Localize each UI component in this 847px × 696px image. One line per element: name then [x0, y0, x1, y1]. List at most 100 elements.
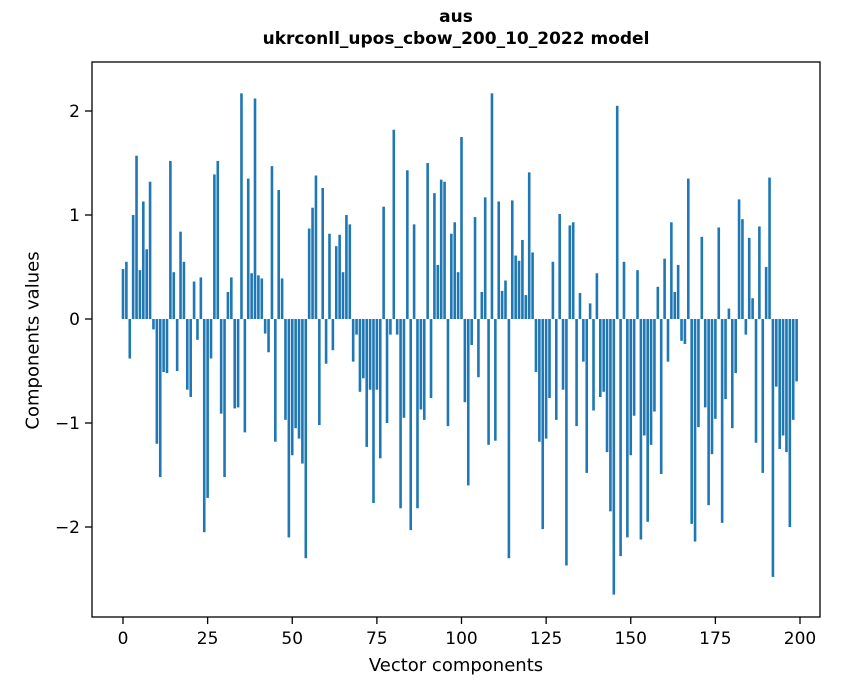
bar-component-170: [697, 319, 700, 428]
bar-component-73: [368, 319, 372, 390]
bar-component-65: [341, 272, 345, 319]
bar-component-23: [199, 277, 203, 319]
y-axis-label: Components values: [22, 251, 44, 430]
bar-component-66: [345, 215, 348, 319]
bar-component-190: [764, 267, 768, 319]
x-tick-label: 75: [366, 629, 388, 649]
bar-component-81: [395, 319, 399, 335]
y-tick-label: −1: [55, 414, 80, 434]
axes-frame: [91, 61, 821, 618]
bar-component-40: [257, 275, 260, 319]
bar-component-10: [155, 319, 159, 444]
bar-component-26: [209, 319, 213, 359]
bar-component-50: [290, 319, 294, 456]
bar-component-55: [307, 228, 311, 319]
bar-component-72: [365, 319, 369, 447]
bar-component-176: [717, 227, 721, 319]
bar-component-92: [433, 193, 436, 319]
bar-component-17: [179, 231, 182, 319]
bar-component-69: [355, 319, 358, 335]
bar-component-16: [175, 319, 179, 371]
bar-component-163: [673, 291, 677, 319]
bar-component-57: [314, 175, 318, 319]
bar-component-94: [439, 179, 443, 319]
x-tick-label: 50: [281, 629, 303, 649]
bar-component-53: [301, 319, 304, 464]
x-tick-label: 125: [530, 629, 562, 649]
bar-component-59: [321, 187, 325, 319]
bar-component-93: [436, 264, 440, 319]
bar-component-3: [131, 215, 135, 319]
bar-component-71: [362, 319, 365, 379]
bar-component-154: [642, 319, 646, 436]
bar-component-147: [619, 319, 622, 557]
bar-component-148: [622, 261, 626, 319]
bar-component-182: [737, 199, 741, 319]
bar-component-145: [612, 319, 616, 595]
bar-component-29: [219, 319, 223, 414]
bar-component-165: [680, 319, 683, 341]
bar-component-186: [751, 298, 754, 319]
bar-component-86: [412, 224, 416, 319]
bar-component-188: [758, 226, 761, 319]
bar-component-31: [226, 291, 230, 319]
bar-component-172: [703, 319, 707, 408]
bar-component-151: [632, 319, 636, 416]
bar-component-27: [213, 174, 216, 319]
bar-component-133: [571, 222, 575, 319]
bar-component-75: [375, 319, 379, 390]
bar-component-142: [602, 319, 605, 392]
bar-component-42: [263, 319, 267, 334]
bar-component-192: [771, 319, 775, 577]
x-axis-label: Vector components: [368, 655, 544, 676]
bar-component-18: [182, 261, 186, 319]
bar-component-197: [788, 319, 792, 527]
bar-component-48: [284, 319, 287, 420]
bar-component-91: [429, 319, 433, 399]
bar-component-84: [406, 170, 409, 319]
bar-component-180: [731, 319, 734, 429]
bar-component-181: [734, 319, 737, 374]
bar-component-120: [527, 172, 531, 319]
bar-component-104: [473, 217, 477, 319]
bar-component-169: [693, 319, 697, 542]
bar-component-24: [202, 319, 206, 533]
bar-component-146: [615, 105, 619, 319]
bar-component-64: [338, 234, 341, 319]
bar-component-191: [768, 177, 771, 319]
bar-component-168: [690, 319, 693, 524]
bar-component-122: [534, 319, 538, 373]
bar-component-108: [487, 319, 490, 445]
bar-component-5: [138, 270, 142, 319]
bar-component-139: [592, 319, 595, 411]
bar-component-140: [595, 273, 599, 319]
bar-component-164: [676, 264, 680, 319]
bar-component-1: [125, 261, 128, 319]
bar-component-44: [270, 166, 274, 319]
bar-component-150: [629, 319, 633, 456]
bar-component-97: [450, 233, 453, 319]
bar-component-106: [480, 291, 484, 319]
bar-component-9: [152, 319, 155, 330]
bar-component-143: [605, 319, 609, 453]
bar-component-15: [172, 272, 176, 319]
bar-component-144: [609, 319, 612, 512]
bar-component-58: [318, 319, 321, 426]
bar-component-6: [142, 201, 145, 319]
bar-component-36: [243, 319, 247, 433]
bar-component-82: [399, 319, 402, 509]
bar-component-56: [311, 207, 314, 319]
bar-component-187: [754, 319, 758, 443]
bar-component-178: [724, 319, 727, 400]
bar-component-177: [720, 319, 724, 523]
bar-component-198: [791, 319, 795, 420]
y-tick-label: 0: [69, 310, 80, 330]
bar-component-111: [497, 201, 501, 319]
bar-component-39: [253, 98, 257, 320]
bar-component-114: [507, 319, 511, 559]
bar-component-12: [162, 319, 165, 373]
bar-component-118: [521, 239, 524, 319]
bar-component-19: [186, 319, 189, 390]
bar-component-173: [707, 319, 710, 506]
